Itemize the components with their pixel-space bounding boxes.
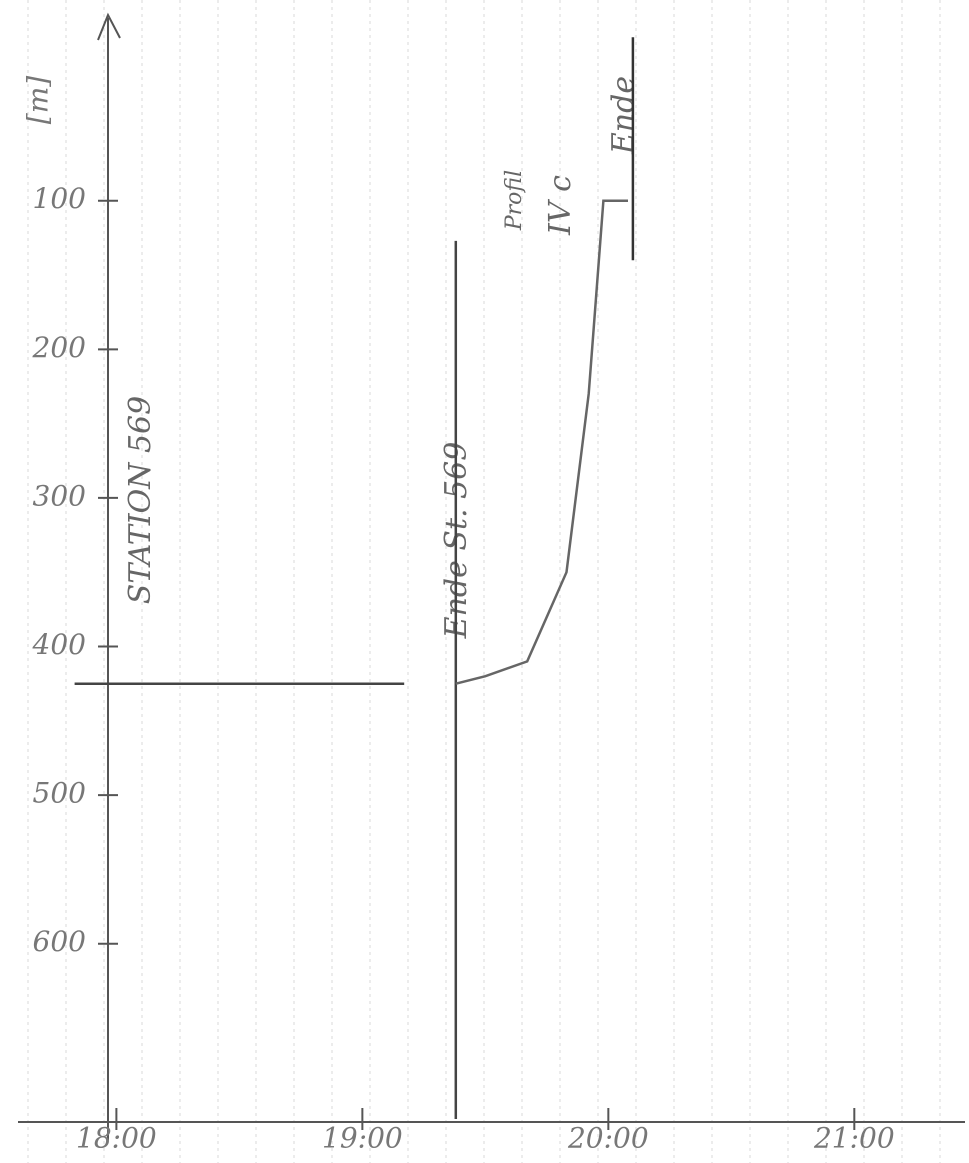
annotation: Ende [606, 76, 641, 155]
y-axis-label: [m] [22, 76, 55, 124]
y-tick-label: 400 [32, 628, 86, 661]
y-tick-label: 100 [33, 182, 86, 215]
y-tick-label: 600 [33, 925, 86, 958]
data-line [455, 199, 628, 685]
x-tick-label: 20:00 [567, 1122, 649, 1155]
x-tick-label: 21:00 [813, 1122, 895, 1155]
annotation: STATION 569 [123, 396, 158, 604]
graph-paper [27, 0, 941, 1163]
x-tick-label: 19:00 [322, 1122, 403, 1155]
axis-arrow [97, 12, 121, 41]
y-tick-label: 500 [33, 777, 86, 810]
x-tick-label: 18:00 [76, 1122, 157, 1155]
annotation: Profil [502, 170, 527, 231]
y-tick-label: 200 [32, 331, 86, 364]
y-tick-label: 300 [33, 479, 86, 512]
annotation: IV c [543, 175, 578, 236]
